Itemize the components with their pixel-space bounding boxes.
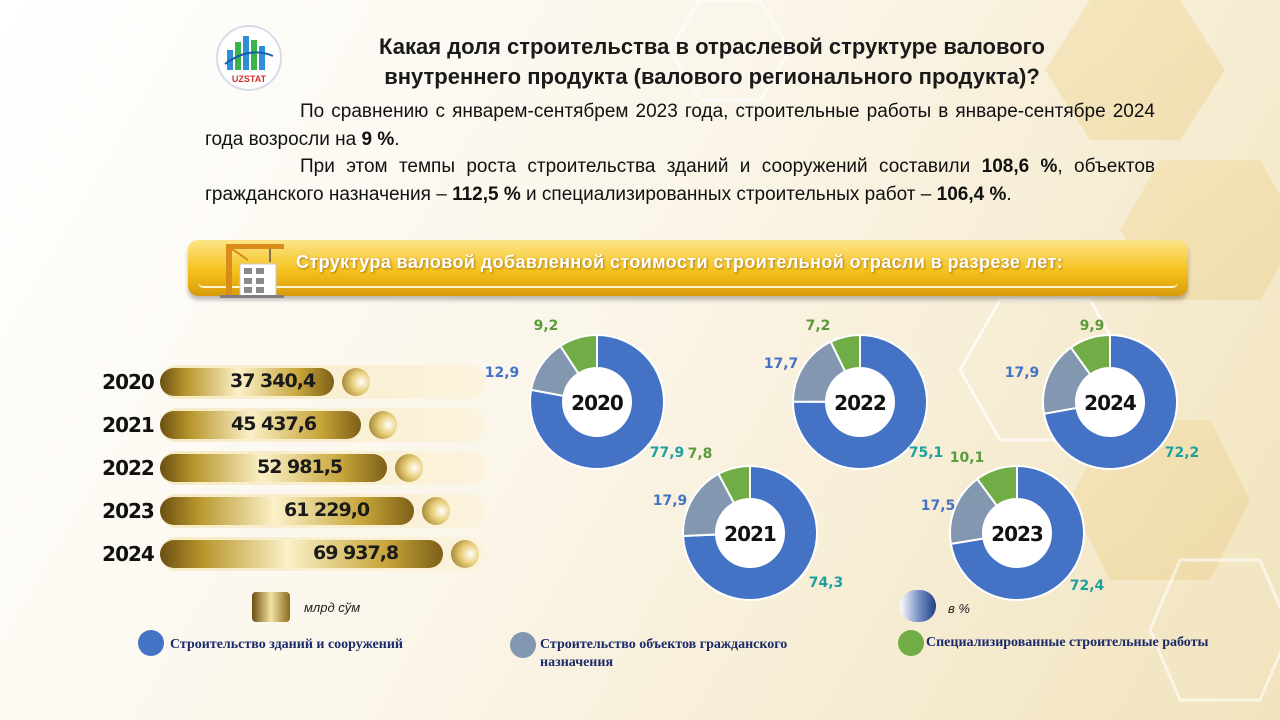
legend-dot-civil xyxy=(510,632,536,658)
bar-end-cap xyxy=(395,454,423,482)
bar xyxy=(160,497,414,525)
bar-value-label: 69 937,8 xyxy=(313,542,399,564)
bar-end-cap xyxy=(422,497,450,525)
donut-data-label: 17,7 xyxy=(764,356,799,372)
donut-year-label: 2020 xyxy=(571,391,623,415)
legend-donut-unit: в % xyxy=(948,601,970,616)
donut-data-label: 72,2 xyxy=(1165,445,1200,461)
donut-data-label: 7,8 xyxy=(688,446,713,462)
donut-year-label: 2024 xyxy=(1084,391,1136,415)
donut-year-label: 2021 xyxy=(724,522,776,546)
donut-data-label: 9,2 xyxy=(534,318,559,334)
bar-track: 69 937,8 xyxy=(160,537,486,571)
legend-bar-unit: млрд сўм xyxy=(304,600,361,615)
bar-end-cap xyxy=(369,411,397,439)
bar-track: 52 981,5 xyxy=(160,451,486,485)
donut-data-label: 75,1 xyxy=(909,445,944,461)
uzstat-logo: UZSTAT xyxy=(213,24,285,92)
donut-hole xyxy=(716,499,784,567)
donut-data-label: 74,3 xyxy=(809,575,844,591)
bar-category-label: 2021 xyxy=(102,413,155,437)
donut-data-label: 72,4 xyxy=(1070,578,1105,594)
donut-data-label: 77,9 xyxy=(650,445,685,461)
intro-paragraph-1: По сравнению с январем-сентябрем 2023 го… xyxy=(205,101,1155,150)
construction-crane-icon xyxy=(218,238,288,300)
donut-hole xyxy=(826,368,894,436)
page-title: Какая доля строительства в отраслевой ст… xyxy=(379,34,1045,89)
legend-label-specialized: Специализированные строительные работы xyxy=(926,635,1209,650)
donut-year-label: 2022 xyxy=(834,391,886,415)
donut-data-label: 7,2 xyxy=(806,318,831,334)
bar-category-label: 2024 xyxy=(102,542,155,566)
bar-category-label: 2023 xyxy=(102,499,155,523)
legend-dot-specialized xyxy=(898,630,924,656)
legend-bar-swatch xyxy=(252,592,290,622)
section-banner xyxy=(188,240,1188,296)
donut-data-label: 17,9 xyxy=(653,493,688,509)
bar-value-label: 45 437,6 xyxy=(231,413,317,435)
bar-category-label: 2022 xyxy=(102,456,155,480)
donut-data-label: 17,9 xyxy=(1005,365,1040,381)
donut-data-label: 10,1 xyxy=(950,450,985,466)
donut-data-label: 9,9 xyxy=(1080,318,1105,334)
bar-value-label: 61 229,0 xyxy=(284,499,370,521)
bar-value-label: 37 340,4 xyxy=(230,370,316,392)
bar xyxy=(160,540,443,568)
donut-data-label: 17,5 xyxy=(921,498,956,514)
bar-end-cap xyxy=(342,368,370,396)
bar-category-label: 2020 xyxy=(102,370,155,394)
donut-hole xyxy=(563,368,631,436)
legend-label-civil: Строительство объектов гражданского назн… xyxy=(540,637,788,670)
intro-paragraph-2: При этом темпы роста строительства здани… xyxy=(205,156,1155,205)
donut-year-label: 2023 xyxy=(991,522,1043,546)
bar-end-cap xyxy=(451,540,479,568)
bar-track: 45 437,6 xyxy=(160,408,486,442)
donut-hole xyxy=(1076,368,1144,436)
bar-track: 37 340,4 xyxy=(160,365,486,399)
bar xyxy=(160,368,334,396)
bar-value-label: 52 981,5 xyxy=(257,456,343,478)
donut-slice xyxy=(529,333,665,470)
legend-donut-swatch xyxy=(900,590,936,622)
section-banner-title: Структура валовой добавленной стоимости … xyxy=(296,252,1064,272)
donut-data-label: 12,9 xyxy=(485,365,520,381)
bar xyxy=(160,411,361,439)
legend-dot-buildings xyxy=(138,630,164,656)
bar-track: 61 229,0 xyxy=(160,494,486,528)
logo-text: UZSTAT xyxy=(232,74,267,84)
legend-label-buildings: Строительство зданий и сооружений xyxy=(170,637,403,652)
donut-hole xyxy=(983,499,1051,567)
bar xyxy=(160,454,387,482)
